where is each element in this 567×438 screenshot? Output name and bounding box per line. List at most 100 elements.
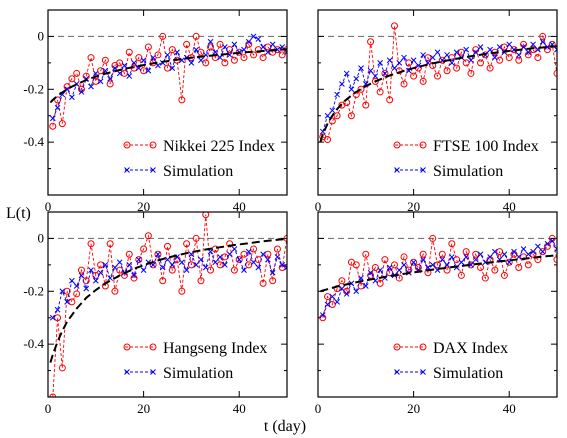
simulation-data-point [353,75,360,82]
index-data-point [54,314,62,322]
legend-entry: Nikkei 225 Index [123,138,275,155]
simulation-data-point [269,41,276,48]
simulation-data-point [217,54,223,61]
index-data-point [505,54,513,62]
simulation-data-point [231,246,238,252]
simulation-data-point [241,267,247,273]
simulation-data-point [358,65,364,71]
legend-marker [420,167,426,173]
simulation-data-point [420,256,427,263]
plot-area [319,22,557,143]
simulation-data-point [69,277,75,284]
index-data-point [192,32,200,40]
index-data-point [357,85,365,93]
index-data-point [376,279,384,287]
simulation-data-point [472,256,479,263]
simulation-data-point [492,248,498,255]
index-data-point [381,256,389,264]
index-data-point [106,80,114,88]
simulation-data-point [477,251,484,258]
index-data-point [183,40,191,48]
index-data-point [367,38,375,46]
index-data-point [500,271,508,279]
simulation-data-point [492,54,498,61]
y-tick-label: -0.4 [23,134,44,149]
index-data-point [250,245,258,253]
simulation-data-point [396,60,403,66]
index-data-point [371,77,379,85]
simulation-data-point [183,267,190,273]
panels: 0 20 40 0 -0.2 -0.4 Nikkei 225 Index Simulation… [23,9,558,416]
simulation-data-point [69,94,75,101]
chart-panel-bottom-right: 0 20 40 DAX Index Simulation [315,211,558,416]
simulation-data-point [339,81,345,87]
index-data-point [390,22,398,30]
legend-label: Hangseng Index [163,340,267,357]
simulation-data-point [135,256,142,263]
legend-label: FTSE 100 Index [433,138,539,155]
index-data-point [324,293,332,301]
index-data-point [154,250,162,258]
simulation-data-point [415,62,422,69]
index-series-line [52,34,287,127]
plot-area [319,234,557,322]
simulation-data-point [429,262,436,268]
index-data-point [159,32,167,40]
simulation-data-point [348,280,355,287]
simulation-series-line [322,40,557,132]
x-tick-label: 0 [45,401,52,416]
simulation-data-point [334,299,340,305]
index-data-point [515,264,523,271]
index-data-point [97,261,105,269]
simulation-data-point [343,291,350,297]
simulation-data-point [97,269,104,276]
simulation-data-point [284,49,287,56]
simulation-data-point [544,44,551,50]
index-data-point [168,266,176,274]
index-data-point [462,248,470,256]
index-data-point [216,40,224,48]
y-tick-label: -0.4 [23,336,44,351]
simulation-data-point [107,75,113,82]
legend-label: Simulation [433,163,503,180]
simulation-data-point [334,91,340,98]
legend-label: DAX Index [433,340,508,357]
index-series-line [322,25,557,141]
index-data-point [178,96,186,104]
index-data-point [453,64,461,72]
legend-marker [393,141,401,149]
index-data-point [144,43,152,51]
index-data-point [120,69,128,77]
index-data-point [520,253,528,261]
legend-marker [394,369,400,375]
simulation-data-point [222,262,228,268]
legend-marker [124,167,130,173]
simulation-data-point [530,41,536,48]
simulation-data-point [348,86,355,93]
simulation-data-point [525,251,532,258]
simulation-data-point [439,256,446,263]
index-data-point [240,250,248,258]
index-data-point [438,250,446,258]
legend-marker [420,369,426,375]
x-tick-label: 40 [503,401,516,416]
simulation-data-point [339,285,345,292]
index-data-point [164,64,171,72]
index-data-point [386,96,394,104]
index-data-point [481,274,489,282]
simulation-data-point [396,267,403,273]
simulation-data-point [274,254,281,260]
simulation-data-point [329,293,336,300]
index-data-point [553,69,557,77]
simulation-data-point [554,46,557,53]
index-data-point [278,51,286,59]
simulation-data-point [140,267,147,273]
simulation-data-point [193,46,200,53]
fit-curve [319,45,557,143]
index-data-point [140,245,148,253]
simulation-data-point [202,264,209,271]
index-data-point [400,80,408,88]
legend-marker [149,141,157,149]
index-data-point [216,261,224,269]
x-tick-label: 20 [137,199,150,214]
